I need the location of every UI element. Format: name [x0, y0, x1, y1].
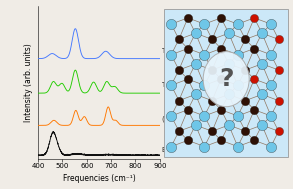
Point — [193, 32, 198, 35]
Text: Ti$_{32}$C$_{28}$: Ti$_{32}$C$_{28}$ — [161, 81, 185, 91]
Circle shape — [203, 52, 249, 107]
Point — [193, 62, 198, 65]
Y-axis label: Intensity (arb. units): Intensity (arb. units) — [23, 43, 33, 122]
Point — [235, 22, 240, 26]
Point — [185, 16, 190, 19]
Point — [235, 84, 240, 87]
Point — [202, 22, 207, 26]
Point — [169, 114, 173, 117]
Point — [210, 68, 214, 71]
Text: ?: ? — [219, 67, 234, 91]
Point — [276, 99, 281, 102]
FancyBboxPatch shape — [163, 9, 287, 157]
Point — [185, 139, 190, 142]
Point — [252, 78, 257, 81]
Point — [193, 93, 198, 96]
Point — [169, 53, 173, 56]
Point — [219, 16, 223, 19]
Point — [269, 84, 273, 87]
Point — [169, 84, 173, 87]
Point — [276, 130, 281, 133]
Point — [226, 32, 231, 35]
Point — [235, 53, 240, 56]
Point — [243, 99, 248, 102]
Point — [202, 84, 207, 87]
Point — [260, 32, 264, 35]
Point — [202, 145, 207, 148]
Point — [269, 53, 273, 56]
Text: Ti$_{14}$C$_{32}$: Ti$_{14}$C$_{32}$ — [161, 46, 185, 57]
Point — [269, 145, 273, 148]
Point — [177, 130, 181, 133]
Point — [219, 108, 223, 111]
Point — [193, 124, 198, 127]
Point — [260, 93, 264, 96]
Point — [185, 78, 190, 81]
Point — [235, 114, 240, 117]
Point — [260, 124, 264, 127]
Point — [219, 47, 223, 50]
Point — [202, 114, 207, 117]
Point — [243, 130, 248, 133]
Point — [177, 38, 181, 41]
Point — [269, 22, 273, 26]
Point — [252, 108, 257, 111]
Point — [185, 47, 190, 50]
Point — [219, 139, 223, 142]
Point — [276, 68, 281, 71]
Point — [177, 99, 181, 102]
Point — [226, 62, 231, 65]
Point — [243, 68, 248, 71]
Point — [202, 53, 207, 56]
Text: Experiment: Experiment — [161, 147, 200, 153]
Point — [177, 68, 181, 71]
Point — [169, 22, 173, 26]
Point — [276, 38, 281, 41]
Point — [219, 78, 223, 81]
Point — [252, 139, 257, 142]
Text: (TiC)$_{32}$: (TiC)$_{32}$ — [161, 114, 184, 124]
X-axis label: Frequencies (cm⁻¹): Frequencies (cm⁻¹) — [63, 174, 135, 184]
Point — [169, 145, 173, 148]
Point — [210, 38, 214, 41]
Point — [252, 47, 257, 50]
Point — [235, 145, 240, 148]
Point — [252, 16, 257, 19]
Point — [260, 62, 264, 65]
Point — [243, 38, 248, 41]
Point — [226, 93, 231, 96]
Point — [210, 99, 214, 102]
Point — [210, 130, 214, 133]
Point — [185, 108, 190, 111]
Point — [269, 114, 273, 117]
Point — [226, 124, 231, 127]
